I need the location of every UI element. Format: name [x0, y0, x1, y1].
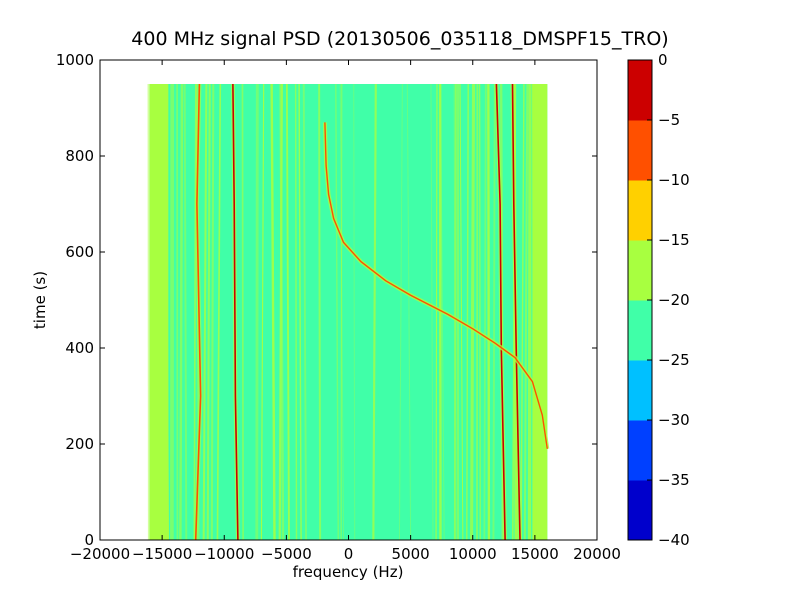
- tone-line: [495, 83, 506, 540]
- heatmap-stripe: [216, 83, 222, 540]
- y-tick-label: 0: [84, 531, 94, 549]
- heatmap-stripe: [260, 83, 265, 540]
- colorbar-segment: [628, 480, 652, 541]
- x-tick-label: −20000: [70, 545, 130, 563]
- heatmap-stripe: [270, 83, 276, 540]
- colorbar-tick-label: −30: [658, 411, 690, 429]
- colorbar-segment: [628, 300, 652, 361]
- y-tick-label: 200: [65, 435, 94, 453]
- heatmap-stripe: [210, 83, 215, 540]
- chart-marks: [193, 83, 550, 540]
- colorbar-tick-label: −5: [658, 111, 680, 129]
- heatmap-stripe: [318, 83, 322, 540]
- y-tick-label: 1000: [56, 51, 94, 69]
- chart-title: 400 MHz signal PSD (20130506_035118_DMSP…: [131, 28, 669, 50]
- colorbar-tick-label: −15: [658, 231, 690, 249]
- colorbar-segment: [628, 60, 652, 121]
- colorbar: −40 −35 −30 −25 −20 −15 −10 −5 0: [627, 51, 690, 549]
- heatmap-stripe: [487, 83, 491, 540]
- heatmap-stripe: [466, 83, 469, 540]
- heatmap-stripe: [165, 83, 170, 540]
- colorbar-segment: [628, 180, 652, 241]
- heatmap-stripe: [453, 83, 456, 540]
- x-tick-label: −5000: [261, 545, 312, 563]
- heatmap-stripe: [302, 83, 308, 540]
- heatmap-stripe: [279, 83, 285, 540]
- heatmap-stripe: [406, 83, 412, 540]
- x-tick-label: 20000: [573, 545, 621, 563]
- heatmap-stripe: [532, 83, 537, 540]
- heatmap-stripe: [478, 83, 481, 540]
- y-tick-label: 400: [65, 339, 94, 357]
- heatmap-stripe: [353, 83, 356, 540]
- doppler-curve: [324, 122, 548, 449]
- heatmap-stripe: [193, 83, 197, 540]
- heatmap-stripe: [520, 83, 525, 540]
- tone-line: [511, 83, 521, 540]
- heatmap-stripe: [294, 83, 298, 540]
- x-axis: −20000 −15000 −10000 −5000 0 5000 10000 15000 20…: [70, 60, 621, 563]
- colorbar-tick-label: −10: [658, 171, 690, 189]
- x-tick-label: −15000: [132, 545, 192, 563]
- heatmap-stripe: [285, 83, 290, 540]
- y-tick-label: 600: [65, 243, 94, 261]
- heatmap-stripe: [459, 83, 464, 540]
- heatmap-stripe: [339, 83, 345, 540]
- x-axis-label: frequency (Hz): [293, 563, 404, 581]
- heatmap-stripe: [523, 83, 529, 540]
- heatmap-stripe: [183, 83, 188, 540]
- y-axis-label: time (s): [31, 271, 49, 329]
- heatmap-stripe: [372, 83, 377, 540]
- heatmap-stripe: [340, 83, 343, 540]
- colorbar-segment: [628, 360, 652, 421]
- colorbar-tick-label: −40: [658, 531, 690, 549]
- colorbar-tick-label: −35: [658, 471, 690, 489]
- colorbar-segment: [628, 240, 652, 301]
- x-tick-label: −10000: [194, 545, 254, 563]
- x-tick-label: 0: [344, 545, 354, 563]
- x-tick-label: 5000: [392, 545, 430, 563]
- heatmap-stripe: [241, 83, 244, 540]
- y-tick-label: 800: [65, 147, 94, 165]
- heatmap-stripe: [453, 83, 457, 540]
- x-tick-label: 10000: [449, 545, 497, 563]
- heatmap-stripe: [536, 83, 540, 540]
- tone-line: [232, 83, 239, 540]
- y-axis: 0 200 400 600 800 1000: [56, 51, 597, 549]
- heatmap-background: [149, 84, 548, 540]
- colorbar-tick-label: −25: [658, 351, 690, 369]
- colorbar-tick-label: 0: [658, 51, 668, 69]
- heatmap-stripe: [527, 83, 532, 540]
- heatmap-stripe: [435, 83, 438, 540]
- heatmap-stripe: [470, 83, 476, 540]
- heatmap-stripe: [153, 83, 155, 540]
- tone-line: [194, 83, 202, 540]
- colorbar-segment: [628, 420, 652, 481]
- heatmap-stripe: [255, 83, 259, 540]
- heatmap-stripe: [179, 83, 184, 540]
- heatmap-stripe: [483, 83, 487, 540]
- heatmap-stripe: [398, 83, 403, 540]
- heatmap-stripe: [492, 83, 496, 540]
- heatmap-stripe: [430, 83, 434, 540]
- heatmap-stripe: [298, 83, 302, 540]
- heatmap-stripe: [202, 83, 208, 540]
- heatmap-stripe: [335, 83, 339, 540]
- heatmap-area: [147, 83, 548, 540]
- colorbar-segment: [628, 120, 652, 181]
- heatmap-stripe: [206, 83, 211, 540]
- colorbar-tick-label: −20: [658, 291, 690, 309]
- x-tick-label: 15000: [511, 545, 559, 563]
